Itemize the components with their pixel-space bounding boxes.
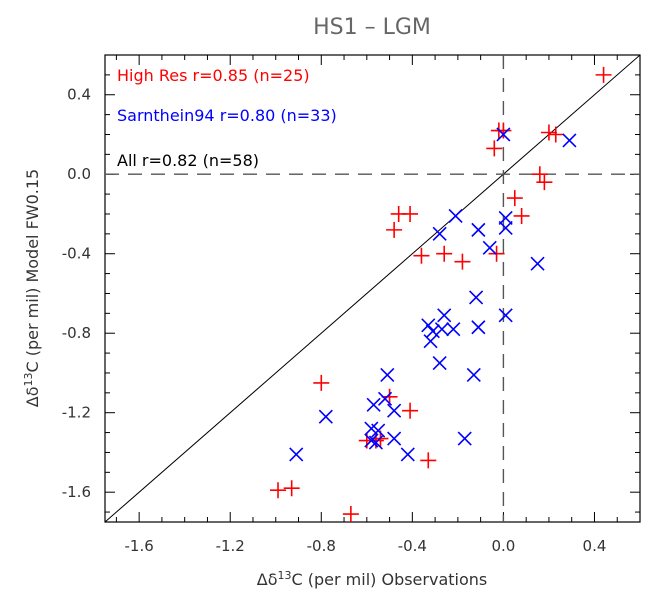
high-res-point	[595, 66, 612, 83]
sarnthein94-point	[457, 431, 472, 446]
legend-entry-high-res: High Res r=0.85 (n=25)	[117, 66, 310, 85]
x-tick-label: -1.6	[125, 537, 154, 555]
reference-lines-group	[104, 54, 641, 523]
high-res-point	[536, 174, 553, 191]
x-tick-label: -0.4	[398, 537, 427, 555]
sarnthein94-point	[421, 318, 436, 333]
sarnthein94-point	[434, 322, 450, 337]
high-res-point	[386, 221, 403, 238]
y-tick-label: -0.4	[62, 245, 91, 263]
high-res-point	[313, 374, 330, 391]
high-res-point	[486, 140, 503, 157]
x-tick-label: -0.8	[307, 537, 336, 555]
high-res-point	[531, 166, 548, 183]
plot-area-frame	[104, 54, 641, 523]
legend: High Res r=0.85 (n=25) Sarnthein94 r=0.8…	[117, 66, 337, 170]
high-res-point	[381, 388, 398, 405]
high-res-point	[413, 247, 430, 264]
high-res-point	[270, 482, 287, 499]
sarnthein94-point	[318, 409, 333, 424]
sarnthein94-point	[366, 397, 381, 412]
sarnthein94-point	[371, 423, 386, 438]
sarnthein94-point	[471, 320, 486, 335]
sarnthein94-point	[423, 334, 438, 349]
data-points-group	[270, 66, 612, 523]
sarnthein94-point	[469, 290, 484, 305]
x-axis-label: Δδ13C (per mil) Observations	[257, 569, 487, 589]
sarnthein94-point	[471, 222, 486, 237]
sarnthein94-point	[498, 308, 513, 323]
sarnthein94-point	[498, 220, 513, 235]
high-res-point	[402, 205, 419, 222]
y-tick-label: -1.2	[62, 404, 91, 422]
sarnthein94-point	[496, 127, 511, 142]
sarnthein94-point	[432, 226, 447, 241]
sarnthein94-point	[498, 210, 513, 226]
sarnthein94-point	[364, 433, 379, 448]
sarnthein94-point	[530, 256, 545, 271]
high-res-point	[454, 253, 471, 270]
legend-entry-all: All r=0.82 (n=58)	[117, 151, 259, 170]
high-res-point	[513, 207, 530, 224]
y-tick-label: 0.4	[67, 86, 91, 104]
sarnthein94-point	[466, 367, 481, 383]
sarnthein94-point	[387, 403, 402, 418]
y-axis-label: Δδ13C (per mil) Model FW0.15	[22, 169, 42, 407]
high-res-point	[540, 124, 557, 141]
y-tick-label: 0.0	[67, 165, 91, 183]
sarnthein94-point	[425, 324, 440, 339]
high-res-point	[506, 190, 523, 207]
x-tick-label: -1.2	[216, 537, 245, 555]
sarnthein94-point	[448, 208, 463, 224]
high-res-point	[402, 402, 419, 419]
sarnthein94-point	[446, 322, 461, 337]
sarnthein94-point	[562, 133, 577, 148]
chart-title: HS1 – LGM	[313, 15, 431, 40]
high-res-point	[547, 126, 564, 143]
sarnthein94-point	[289, 447, 304, 462]
sarnthein94-point	[377, 391, 393, 406]
sarnthein94-point	[400, 447, 415, 462]
x-tick-label: 0.0	[491, 537, 515, 555]
high-res-point	[342, 506, 359, 523]
y-tick-label: -1.6	[62, 483, 91, 501]
sarnthein94-point	[387, 431, 402, 446]
sarnthein94-point	[482, 240, 497, 255]
sarnthein94-point	[437, 308, 452, 323]
sarnthein94-point	[368, 435, 383, 450]
one-to-one-line	[104, 54, 641, 523]
high-res-point	[420, 452, 437, 469]
sarnthein94-point	[432, 355, 447, 371]
x-tick-label: 0.4	[583, 537, 607, 555]
axes-group: -1.6 -1.6 -1.2 -1.2 -0.8 -0.8 -0.4 -0.4 0.0 0.0 0.…	[62, 55, 640, 555]
sarnthein94-point	[380, 367, 395, 383]
high-res-point	[283, 480, 300, 497]
legend-entry-sarnthein94: Sarnthein94 r=0.80 (n=33)	[117, 106, 337, 125]
high-res-point	[436, 245, 453, 262]
y-tick-label: -0.8	[62, 324, 91, 342]
